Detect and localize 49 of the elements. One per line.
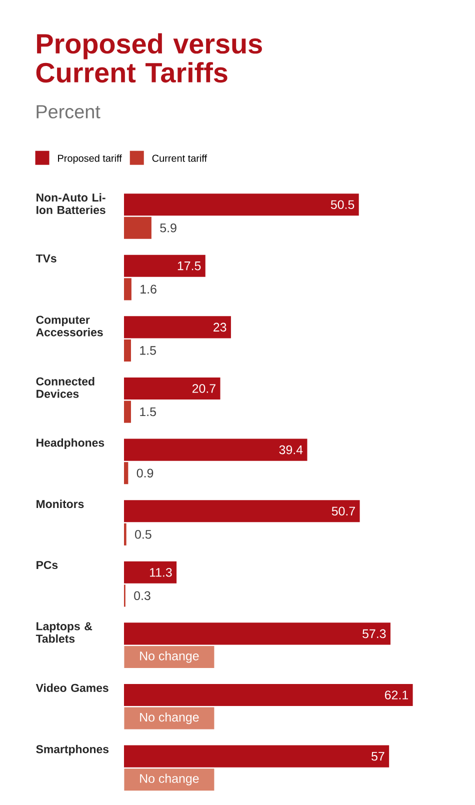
- data-label: 50.7: [332, 506, 355, 516]
- legend-label: Current tariff: [152, 154, 208, 162]
- data-label: 0.3: [134, 591, 150, 600]
- legend-label: Proposed tariff: [58, 154, 122, 164]
- data-label: 17.5: [178, 262, 201, 270]
- data-label: 50.5: [330, 200, 354, 210]
- bar: [124, 216, 152, 239]
- text: No change: [140, 712, 199, 724]
- text: No change: [140, 651, 199, 663]
- bar: [124, 622, 390, 645]
- data-label: 5.9: [160, 223, 176, 232]
- y-tick-label: Smartphones: [36, 744, 109, 756]
- bar: [124, 400, 131, 423]
- bar: [124, 745, 390, 768]
- bar: [124, 500, 360, 522]
- bar: [124, 194, 359, 216]
- y-tick-label: Non-Auto Li-Ion Batteries: [36, 193, 106, 214]
- data-label: 57: [372, 752, 384, 761]
- y-tick-label: TVs: [36, 254, 56, 262]
- data-label: 39.4: [279, 445, 303, 454]
- data-label: 11.3: [150, 568, 172, 577]
- data-label: 62.1: [384, 690, 408, 700]
- y-tick-label: Connected Devices: [36, 377, 94, 398]
- bar: [124, 377, 220, 400]
- chart-title: Proposed versus Current Tariffs: [36, 33, 262, 83]
- data-label: 1.5: [140, 407, 156, 416]
- data-label: 23: [214, 322, 226, 332]
- y-tick-label: PCs: [36, 560, 58, 570]
- data-label: 0.5: [135, 530, 152, 539]
- bar: [124, 561, 177, 584]
- bar: [124, 316, 231, 338]
- text: No change: [140, 774, 199, 786]
- y-tick-label: Laptops & Tablets: [36, 622, 92, 643]
- y-tick-label: Monitors: [36, 500, 84, 508]
- y-tick-label: Headphones: [36, 438, 104, 450]
- data-label: 1.6: [140, 284, 156, 294]
- y-tick-label: Computer Accessories: [36, 316, 103, 336]
- bar: [124, 254, 206, 277]
- y-tick-label: Video Games: [36, 684, 108, 692]
- bar: [124, 339, 131, 362]
- data-label: 0.9: [136, 468, 154, 478]
- data-label: 20.7: [192, 384, 216, 393]
- chart-subtitle: Percent: [36, 105, 100, 118]
- bar: [124, 278, 132, 300]
- data-label: 57.3: [362, 629, 386, 638]
- bar: [124, 684, 413, 706]
- bar: [124, 438, 308, 461]
- bar: [124, 462, 128, 484]
- data-label: 1.5: [140, 346, 156, 355]
